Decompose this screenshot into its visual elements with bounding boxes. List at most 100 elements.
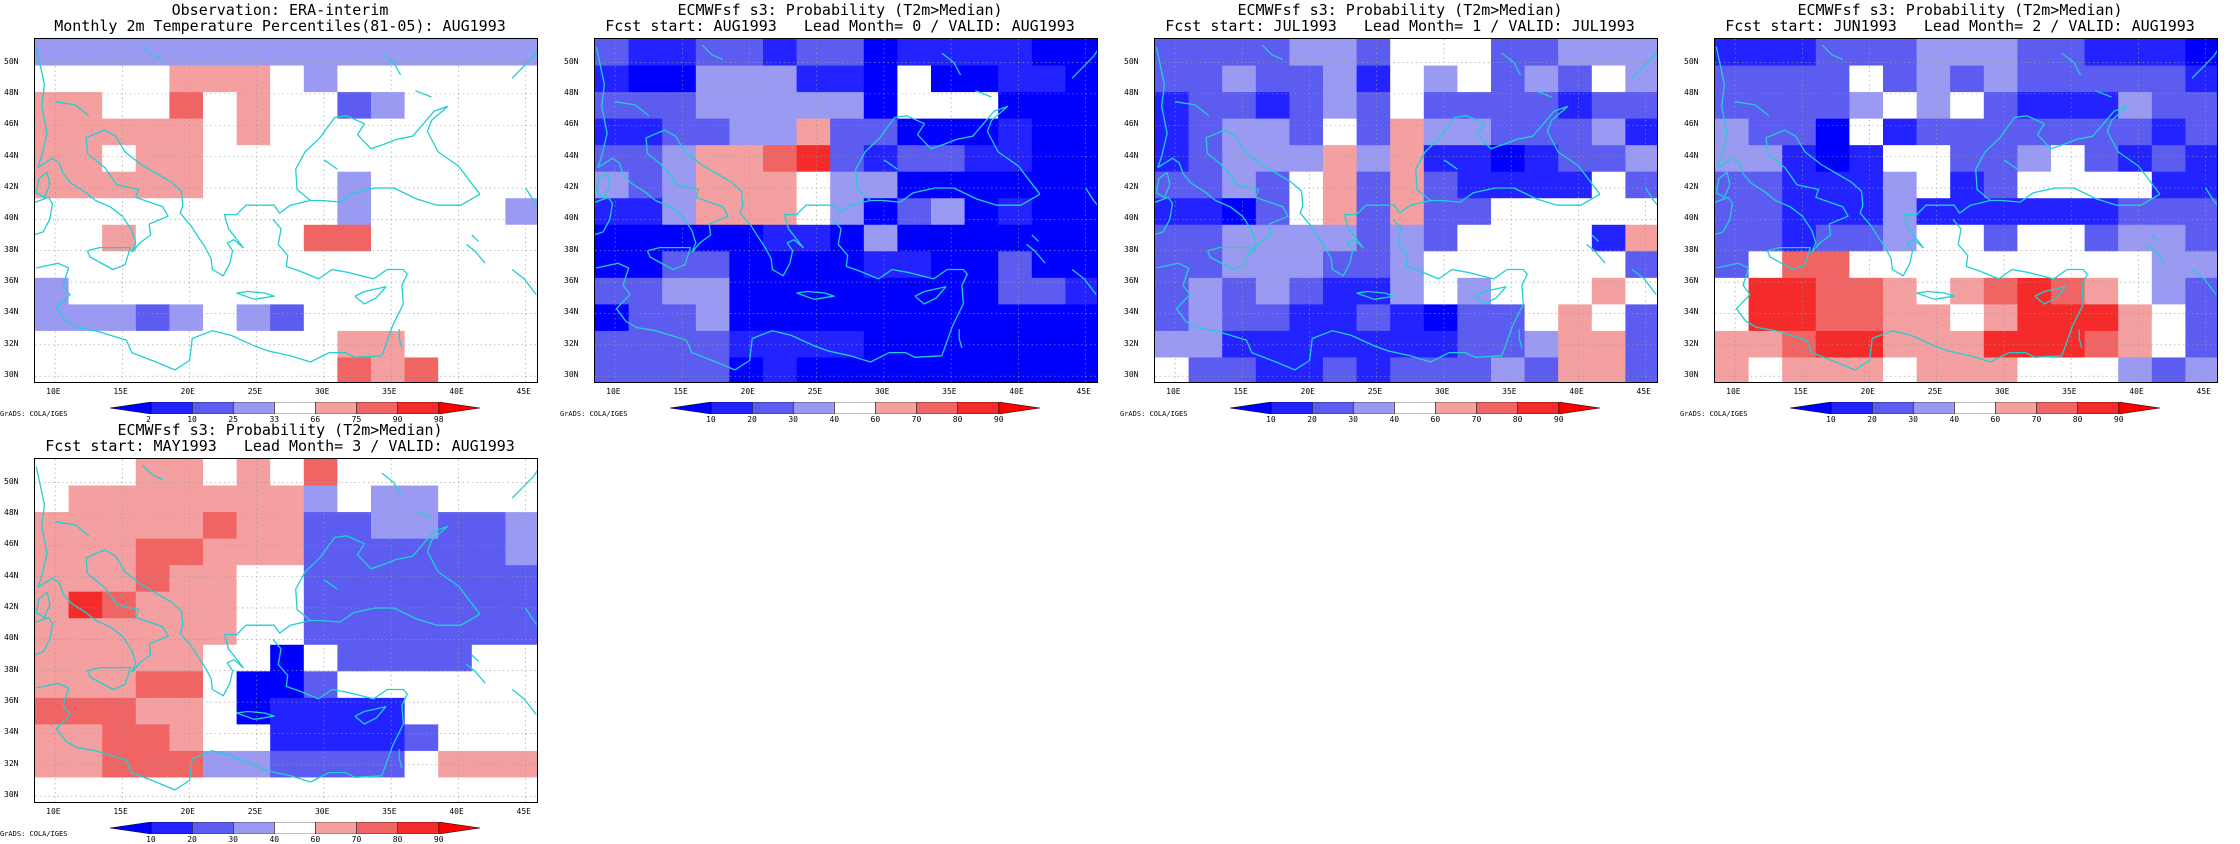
grid-cell xyxy=(1591,304,1626,332)
grid-cell xyxy=(169,251,204,279)
coastline xyxy=(1766,246,1812,271)
grid-cell xyxy=(1715,65,1750,93)
lon-tick-label: 30E xyxy=(314,807,330,816)
grid-cell xyxy=(1983,277,2018,305)
grid-cell xyxy=(1065,277,1097,305)
colorbar-label: 30 xyxy=(228,835,238,844)
grid-cell xyxy=(1065,251,1097,279)
grid-cell xyxy=(998,330,1033,359)
coastline xyxy=(1031,234,1039,242)
coastline xyxy=(1591,234,1599,242)
grid-cell xyxy=(1323,171,1358,199)
lat-tick-label: 44N xyxy=(4,570,19,580)
grid-cell xyxy=(628,145,663,173)
grid-cell xyxy=(35,644,70,672)
grid-cell xyxy=(1491,118,1526,146)
grid-cell xyxy=(1323,330,1358,359)
grid-cell xyxy=(438,644,473,672)
lat-tick-label: 44N xyxy=(564,150,579,160)
colorbar-swatch xyxy=(1517,402,1560,414)
grid-cell xyxy=(102,671,137,699)
grid-cell xyxy=(1423,118,1458,146)
grid-cell xyxy=(169,277,204,305)
panel-title: ECMWFsf s3: Probability (T2m>Median) xyxy=(117,421,443,439)
colorbar-label: 60 xyxy=(310,835,321,844)
grid-cell xyxy=(135,92,170,120)
grid-cell xyxy=(796,39,831,67)
coastline xyxy=(398,329,403,349)
grid-cell xyxy=(236,591,271,619)
grid-cell xyxy=(68,750,103,779)
grid-cell xyxy=(471,277,506,305)
grid-cell xyxy=(2151,330,2186,359)
colorbar-swatch xyxy=(274,822,316,834)
coastline xyxy=(1518,329,1523,349)
colorbar-label: 75 xyxy=(351,415,362,424)
colorbar-swatch xyxy=(1230,402,1272,414)
grid-cell xyxy=(897,118,932,146)
grid-cell xyxy=(2118,251,2153,279)
grid-cell xyxy=(1457,65,1492,93)
grid-cell xyxy=(1356,118,1391,146)
lon-tick-label: 25E xyxy=(807,387,823,396)
grid-cell xyxy=(1289,39,1324,67)
lat-tick-label: 50N xyxy=(1124,56,1139,66)
lon-tick-label: 25E xyxy=(247,387,263,396)
lon-tick-label: 10E xyxy=(606,387,621,396)
grid-cell xyxy=(1591,39,1626,67)
grads-credit: GrADS: COLA/IGES xyxy=(1680,410,1748,418)
grid-cell xyxy=(471,724,506,752)
grid-cell xyxy=(763,171,798,199)
grid-cell xyxy=(102,251,137,279)
grid-cell xyxy=(1524,171,1559,199)
grid-cell xyxy=(830,92,865,120)
grid-cell xyxy=(303,277,338,305)
lon-tick-label: 30E xyxy=(1434,387,1450,396)
colorbar-swatch xyxy=(1558,402,1600,414)
coastline xyxy=(702,44,723,60)
coastline xyxy=(1071,50,1097,79)
grid-cell xyxy=(203,39,238,67)
grid-cell xyxy=(1255,118,1290,146)
grid-cell xyxy=(1457,330,1492,359)
grid-cell xyxy=(68,724,103,752)
colorbar-label: 90 xyxy=(392,415,403,424)
grid-cell xyxy=(1222,145,1257,173)
grid-cell xyxy=(303,644,338,672)
grid-cell xyxy=(404,39,439,67)
colorbar-swatch xyxy=(438,822,480,834)
grid-cell xyxy=(236,118,271,146)
coastline xyxy=(310,187,481,206)
grid-cell xyxy=(102,777,137,802)
grid-cell xyxy=(1289,251,1324,279)
coastline xyxy=(2191,268,2217,295)
grid-cell xyxy=(1715,118,1750,146)
grid-cell xyxy=(2118,118,2153,146)
grid-cell xyxy=(1916,92,1951,120)
grid-cell xyxy=(371,618,406,646)
grid-cell xyxy=(763,304,798,332)
grid-cell xyxy=(1748,357,1783,382)
grid-cell xyxy=(438,538,473,566)
colorbar xyxy=(1230,402,1600,414)
grid-cell xyxy=(404,697,439,725)
map-frame xyxy=(1714,38,2218,383)
grid-cell xyxy=(1715,357,1750,382)
grid-cell xyxy=(337,538,372,566)
grid-cell xyxy=(662,145,697,173)
colorbar-swatch xyxy=(998,402,1040,414)
grid-cell xyxy=(337,224,372,252)
grid-cell xyxy=(2151,65,2186,93)
grid-cell xyxy=(897,198,932,226)
grid-cell xyxy=(438,304,473,332)
grid-cell xyxy=(931,357,966,382)
grid-cell xyxy=(236,644,271,672)
grid-cell xyxy=(1849,277,1884,305)
grid-cell xyxy=(438,330,473,359)
coastline xyxy=(1157,157,1257,253)
grid-cell xyxy=(1390,224,1425,252)
grid-cell xyxy=(2084,198,2119,226)
grid-cell xyxy=(897,330,932,359)
grid-cell xyxy=(1591,198,1626,226)
colorbar xyxy=(110,402,480,414)
